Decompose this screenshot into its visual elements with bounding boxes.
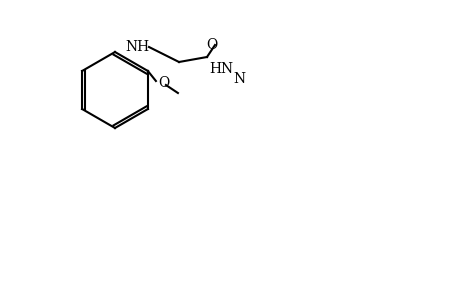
Text: HN: HN <box>208 62 233 76</box>
Text: NH: NH <box>125 40 149 54</box>
Text: O: O <box>206 38 217 52</box>
Text: N: N <box>233 72 245 86</box>
Text: O: O <box>157 76 169 90</box>
